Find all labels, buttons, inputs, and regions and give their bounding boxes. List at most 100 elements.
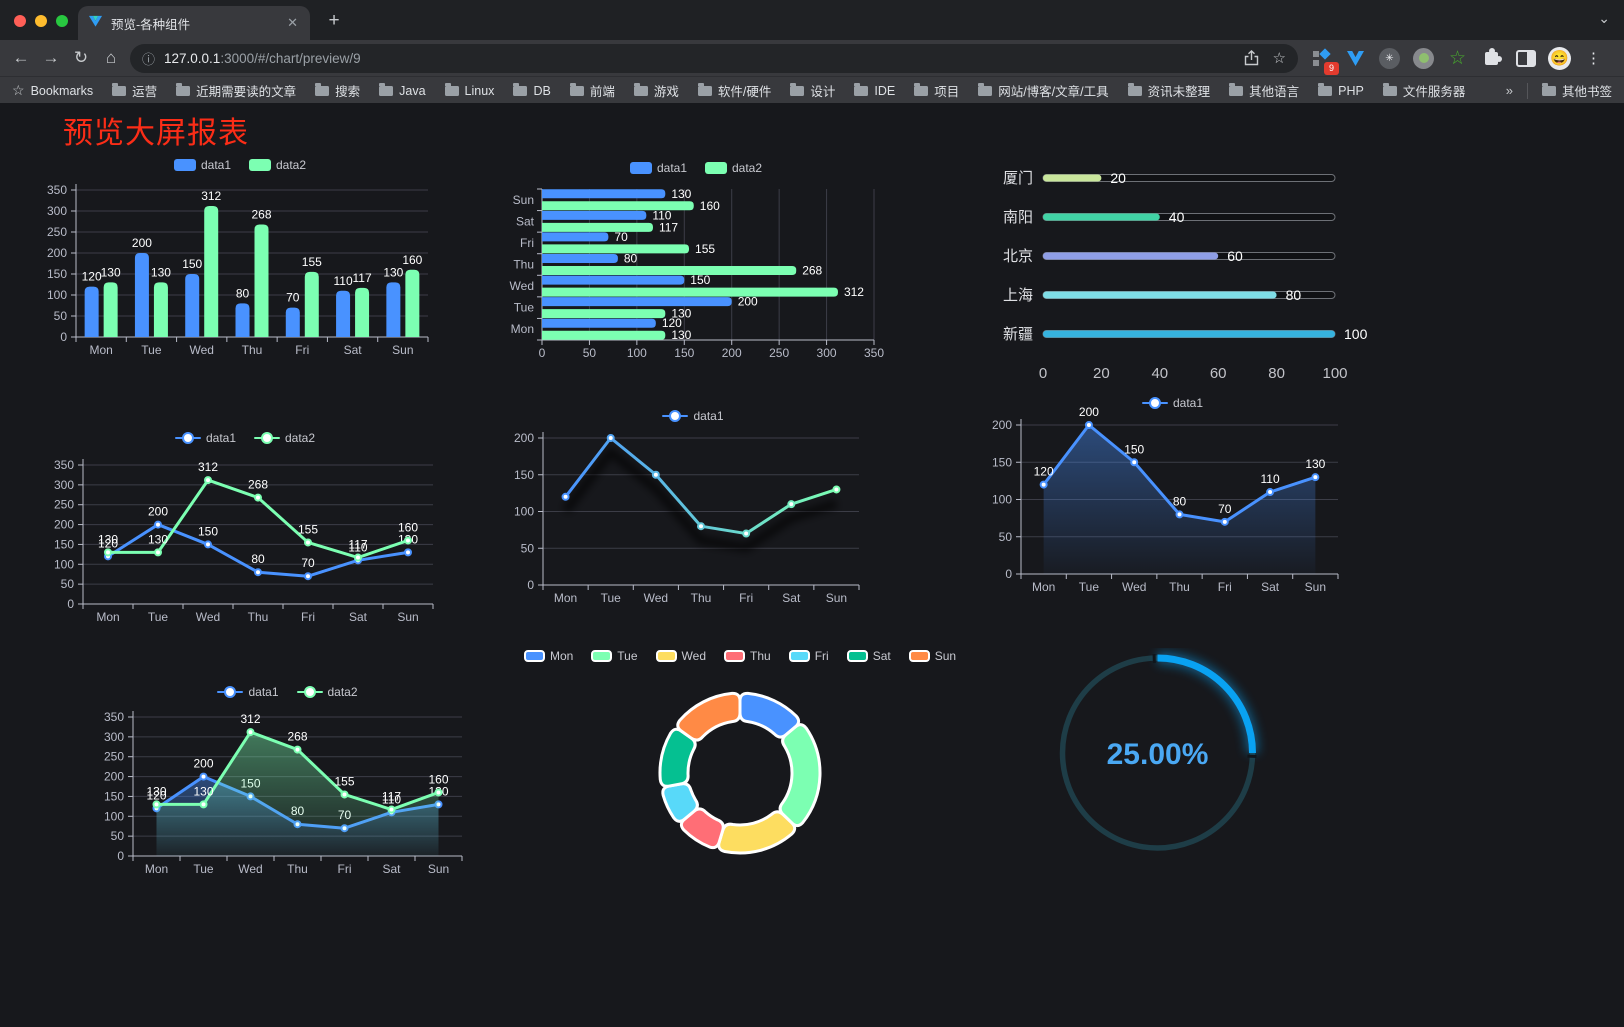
legend-item[interactable]: data2 [249,158,306,172]
legend-item[interactable]: data1 [174,431,236,445]
legend-item[interactable]: Sun [908,649,956,663]
folder-icon [176,82,191,96]
bookmark-folder[interactable]: 设计 [790,81,835,100]
svg-text:Tue: Tue [1079,580,1100,594]
svg-text:100: 100 [47,288,67,302]
toolbar: ← → ↻ ⌂ ⓘ 127.0.0.1:3000/#/chart/preview… [0,40,1624,76]
legend-item[interactable]: Tue [591,649,638,663]
svg-text:25.00%: 25.00% [1107,738,1209,771]
svg-text:130: 130 [101,265,121,279]
bookmark-folder[interactable]: DB [513,82,551,98]
browser-tab[interactable]: 预览-各种组件 ✕ [78,6,310,40]
bookmark-star-icon[interactable]: ☆ [1272,50,1286,67]
bookmark-folder[interactable]: Linux [444,82,494,98]
bookmark-folder[interactable]: 游戏 [633,81,679,100]
new-tab-button[interactable]: + [328,10,340,31]
bookmark-folder[interactable]: 网站/博客/文章/工具 [978,81,1109,100]
svg-text:Mon: Mon [96,610,119,624]
legend-swatch [591,650,613,662]
green-star-extension-icon[interactable]: ☆ [1448,47,1467,69]
bookmark-folder[interactable]: 前端 [569,81,615,100]
svg-text:Sat: Sat [782,591,801,605]
svg-text:Sun: Sun [392,343,413,357]
chart-legend: data1 data2 [45,431,445,445]
svg-text:130: 130 [1305,457,1325,471]
legend-item[interactable]: data2 [296,685,358,699]
folder-icon [315,82,330,96]
legend-item[interactable]: data1 [173,158,231,172]
svg-text:312: 312 [201,189,221,203]
tab-search-chevron-icon[interactable]: ⌄ [1598,10,1610,26]
legend-item[interactable]: Wed [655,649,706,663]
svg-text:110: 110 [652,208,671,222]
legend-item[interactable]: data1 [629,161,687,175]
legend-item[interactable]: data1 [217,685,279,699]
chart-legend: Mon Tue Wed Thu Fri Sat Sun [523,649,956,663]
bookmark-folder[interactable]: Java [379,82,426,98]
profile-avatar[interactable]: 😄 [1546,45,1573,72]
svg-text:Mon: Mon [511,322,534,336]
svg-text:268: 268 [251,207,271,221]
extension-grid-icon[interactable]: 9 [1308,45,1339,75]
extensions-puzzle-icon[interactable] [1478,45,1505,72]
vue-devtools-icon[interactable] [1342,45,1369,72]
bookmark-folder[interactable]: 软件/硬件 [697,81,771,100]
svg-text:60: 60 [1210,365,1227,382]
bookmark-folder[interactable]: 运营 [112,81,157,100]
legend-item[interactable]: Thu [724,649,771,663]
svg-text:100: 100 [627,346,647,360]
legend-item[interactable]: Mon [523,649,573,663]
bookmark-folder[interactable]: PHP [1318,82,1364,98]
bookmark-folder[interactable]: 其他语言 [1229,81,1299,100]
site-info-icon[interactable]: ⓘ [142,51,156,67]
bookmark-folder[interactable]: 文件服务器 [1382,81,1465,100]
svg-text:155: 155 [302,255,322,269]
legend-swatch [296,686,323,699]
bookmarks-manager[interactable]: ☆ Bookmarks [12,82,93,99]
legend-item[interactable]: Fri [788,649,829,663]
svg-text:80: 80 [624,252,638,266]
maximize-window-button[interactable] [56,15,68,27]
folder-icon [379,82,394,96]
back-button[interactable]: ← [12,48,30,67]
menu-dots-icon[interactable]: ⋮ [1586,50,1601,67]
recorder-extension-icon[interactable] [1410,45,1437,72]
tab-close-icon[interactable]: ✕ [287,15,298,30]
legend-item[interactable]: data2 [705,161,762,175]
svg-text:80: 80 [1173,494,1187,508]
address-bar[interactable]: ⓘ 127.0.0.1:3000/#/chart/preview/9 ☆ [130,43,1298,73]
chart-canvas: 0 50 100 150 200 Mon Tue Wed Thu Fri Sat Sun [514,431,860,605]
svg-text:70: 70 [286,291,300,305]
svg-text:130: 130 [671,307,691,321]
svg-text:Fri: Fri [301,610,315,624]
minimize-window-button[interactable] [35,15,47,27]
side-panel-icon[interactable] [1512,45,1539,72]
folder-icon [978,82,993,96]
legend-item[interactable]: Sat [846,649,891,663]
home-button[interactable]: ⌂ [105,48,117,67]
svg-text:250: 250 [54,498,74,512]
legend-item[interactable]: data2 [254,431,315,445]
dark-circle-extension-icon[interactable]: ✳ [1376,45,1403,72]
legend-swatch [655,650,677,662]
svg-text:300: 300 [54,478,74,492]
url-text: 127.0.0.1:3000/#/chart/preview/9 [164,50,361,66]
bookmark-folder[interactable]: 搜索 [315,81,360,100]
bookmarks-overflow-chevron[interactable]: » [1505,83,1513,98]
close-window-button[interactable] [14,15,26,27]
svg-text:20: 20 [1093,365,1110,382]
legend-item[interactable]: data1 [1141,396,1203,410]
legend-item[interactable]: data1 [662,409,724,423]
bookmark-folder[interactable]: 资讯未整理 [1127,81,1210,100]
svg-text:200: 200 [514,431,534,445]
forward-button[interactable]: → [42,48,60,67]
folder-icon [569,82,584,96]
other-bookmarks[interactable]: 其他书签 [1541,81,1612,100]
bookmark-folder[interactable]: IDE [854,82,895,98]
progress-bar-chart: 厦门 20 南阳 40 北京 60 上海 80 新疆 100 0 20 40 60 80 100 [985,158,1370,388]
reload-button[interactable]: ↻ [73,48,89,67]
bookmark-folder[interactable]: 近期需要读的文章 [176,81,296,100]
bookmark-folder[interactable]: 项目 [914,81,959,100]
share-icon[interactable] [1244,50,1259,66]
svg-text:Tue: Tue [193,862,214,876]
